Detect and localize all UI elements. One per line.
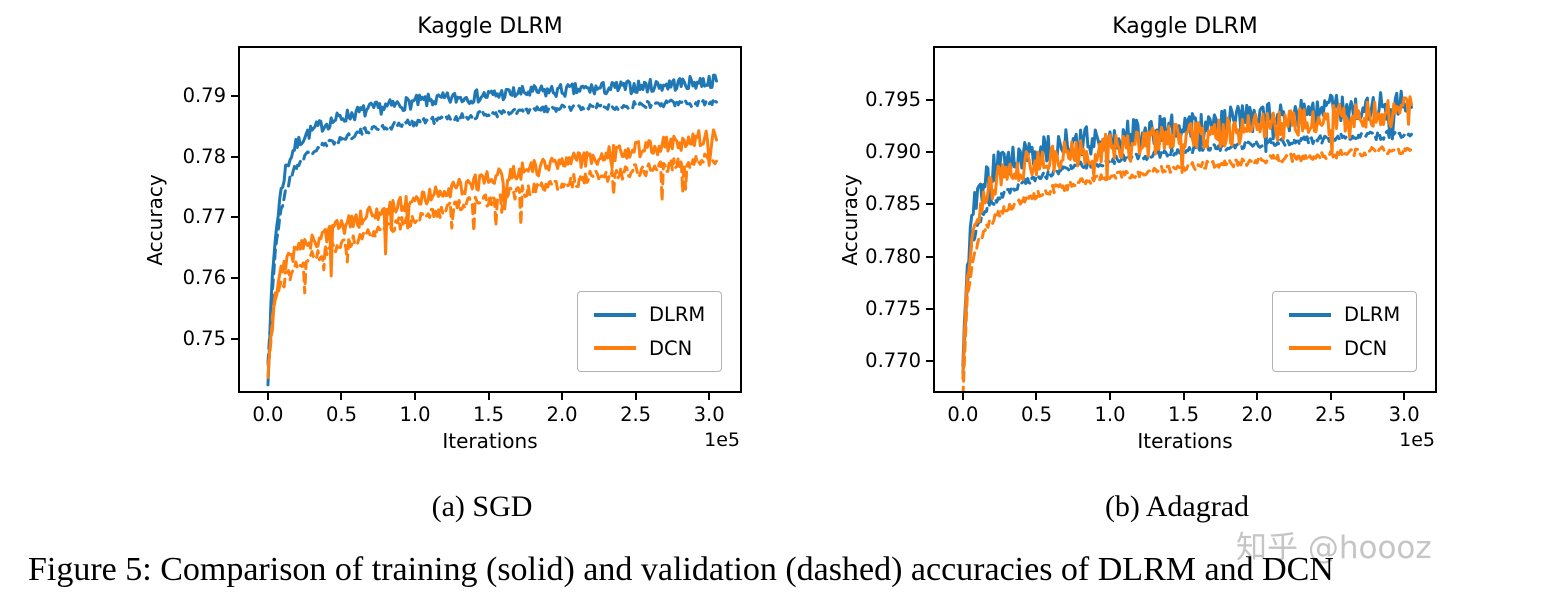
x-tick-mark [414, 393, 416, 400]
x-tick-label: 2.5 [1315, 403, 1347, 426]
legend-item-dlrm: DLRM [1289, 305, 1400, 325]
y-tick-mark [926, 99, 933, 102]
x-tick-mark [634, 393, 637, 400]
y-tick-label: 0.790 [865, 140, 921, 164]
x-tick-label: 3.0 [1388, 403, 1420, 426]
chart-title: Kaggle DLRM [417, 14, 563, 39]
y-tick-mark [231, 216, 238, 219]
x-tick-mark [1182, 393, 1185, 400]
x-tick-label: 1.0 [1094, 403, 1126, 426]
y-tick-mark [926, 255, 933, 258]
legend-label-dcn: DCN [649, 336, 693, 360]
x-tick-label: 3.0 [693, 403, 725, 426]
legend-label-dlrm: DLRM [1344, 303, 1401, 326]
legend-label-dcn: DCN [1344, 336, 1388, 360]
x-tick-mark [1403, 393, 1406, 400]
x-tick-label: 1.0 [399, 403, 431, 426]
legend-item-dcn: DCN [594, 336, 705, 360]
x-tick-mark [266, 393, 269, 400]
x-axis-offset-label: 1e5 [704, 429, 740, 451]
x-tick-mark [1109, 393, 1111, 400]
y-tick-mark [231, 155, 238, 158]
subcaption-a: (a) SGD [431, 490, 533, 523]
y-tick-mark [231, 337, 238, 340]
x-axis-label: Iterations [442, 429, 538, 453]
x-tick-mark [561, 393, 564, 400]
x-tick-mark [961, 393, 964, 400]
x-tick-mark [340, 393, 343, 400]
y-tick-label: 0.75 [182, 326, 226, 350]
y-tick-mark [926, 151, 933, 154]
y-tick-label: 0.79 [182, 83, 226, 107]
y-tick-mark [926, 307, 933, 310]
dlrm-line-swatch [1289, 312, 1331, 317]
y-tick-label: 0.785 [865, 192, 921, 216]
subcaption-b: (b) Adagrad [1104, 490, 1250, 523]
x-tick-mark [1329, 393, 1332, 400]
x-tick-label: 2.5 [620, 403, 652, 426]
x-tick-label: 1.5 [1168, 403, 1200, 426]
x-tick-label: 2.0 [546, 403, 578, 426]
x-axis-label: Iterations [1137, 429, 1233, 453]
x-tick-label: 1.5 [473, 403, 505, 426]
x-tick-mark [487, 393, 490, 400]
dlrm-line-swatch [594, 312, 636, 317]
x-tick-mark [708, 393, 711, 400]
legend-item-dlrm: DLRM [594, 305, 705, 325]
dcn-line-swatch [594, 346, 636, 351]
y-tick-label: 0.770 [865, 348, 921, 372]
x-tick-mark [1256, 393, 1259, 400]
y-tick-mark [926, 203, 933, 206]
legend-item-dcn: DCN [1289, 336, 1400, 360]
legend-label-dlrm: DLRM [649, 303, 706, 326]
y-tick-mark [926, 359, 933, 362]
y-tick-label: 0.775 [865, 296, 921, 320]
x-tick-label: 0.0 [947, 403, 979, 426]
dcn-line-swatch [1289, 346, 1331, 351]
watermark: 知乎 @hoooz [1236, 530, 1432, 566]
x-tick-label: 0.0 [252, 403, 284, 426]
y-tick-label: 0.76 [182, 266, 226, 290]
y-tick-label: 0.795 [865, 88, 921, 112]
legend: DLRM DCN [577, 291, 723, 372]
x-tick-label: 2.0 [1241, 403, 1273, 426]
x-tick-label: 0.5 [325, 403, 357, 426]
y-tick-label: 0.77 [182, 205, 226, 229]
y-tick-label: 0.780 [865, 244, 921, 268]
y-tick-label: 0.78 [182, 144, 226, 168]
x-axis-offset-label: 1e5 [1399, 429, 1435, 451]
x-tick-mark [1035, 393, 1038, 400]
chart-title: Kaggle DLRM [1112, 14, 1258, 39]
figure-caption: Figure 5: Comparison of training (solid)… [28, 551, 1334, 588]
legend: DLRM DCN [1272, 291, 1418, 372]
x-tick-label: 0.5 [1020, 403, 1052, 426]
y-tick-mark [231, 277, 238, 280]
y-tick-mark [231, 94, 238, 97]
